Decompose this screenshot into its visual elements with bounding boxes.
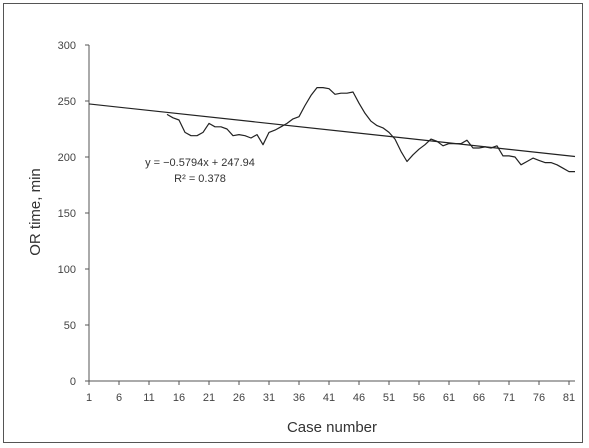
trendline-equation: y = −0.5794x + 247.94 [145,157,255,169]
x-tick-label: 6 [116,392,122,404]
y-tick-label: 100 [58,264,76,276]
x-tick-label: 36 [293,392,305,404]
x-tick-label: 26 [233,392,245,404]
series-line [166,86,575,173]
x-tick-label: 76 [533,392,545,404]
x-tick-label: 71 [503,392,515,404]
y-axis-title: OR time, min [27,168,44,256]
y-tick-label: 200 [58,152,76,164]
x-tick-label: 81 [563,392,575,404]
x-tick-label: 41 [323,392,335,404]
trend-layer [88,103,576,158]
x-tick-label: 1 [86,392,92,404]
trendline [88,103,576,158]
x-tick-label: 31 [263,392,275,404]
axes-layer [88,45,575,382]
x-tick-label: 46 [353,392,365,404]
x-tick-label: 56 [413,392,425,404]
y-tick-label: 250 [58,96,76,108]
x-tick-label: 61 [443,392,455,404]
x-tick-label: 51 [383,392,395,404]
r-squared-label: R² = 0.378 [174,173,226,185]
x-axis-title: Case number [287,419,377,436]
x-tick-label: 11 [143,392,154,404]
y-tick-label: 150 [58,208,76,220]
y-tick-label: 50 [64,320,76,332]
x-tick-label: 16 [173,392,185,404]
series-layer [166,86,575,173]
y-tick-label: 300 [58,40,76,52]
chart-frame [3,3,583,443]
y-tick-label: 0 [70,376,76,388]
x-tick-label: 66 [473,392,485,404]
x-tick-label: 21 [203,392,215,404]
